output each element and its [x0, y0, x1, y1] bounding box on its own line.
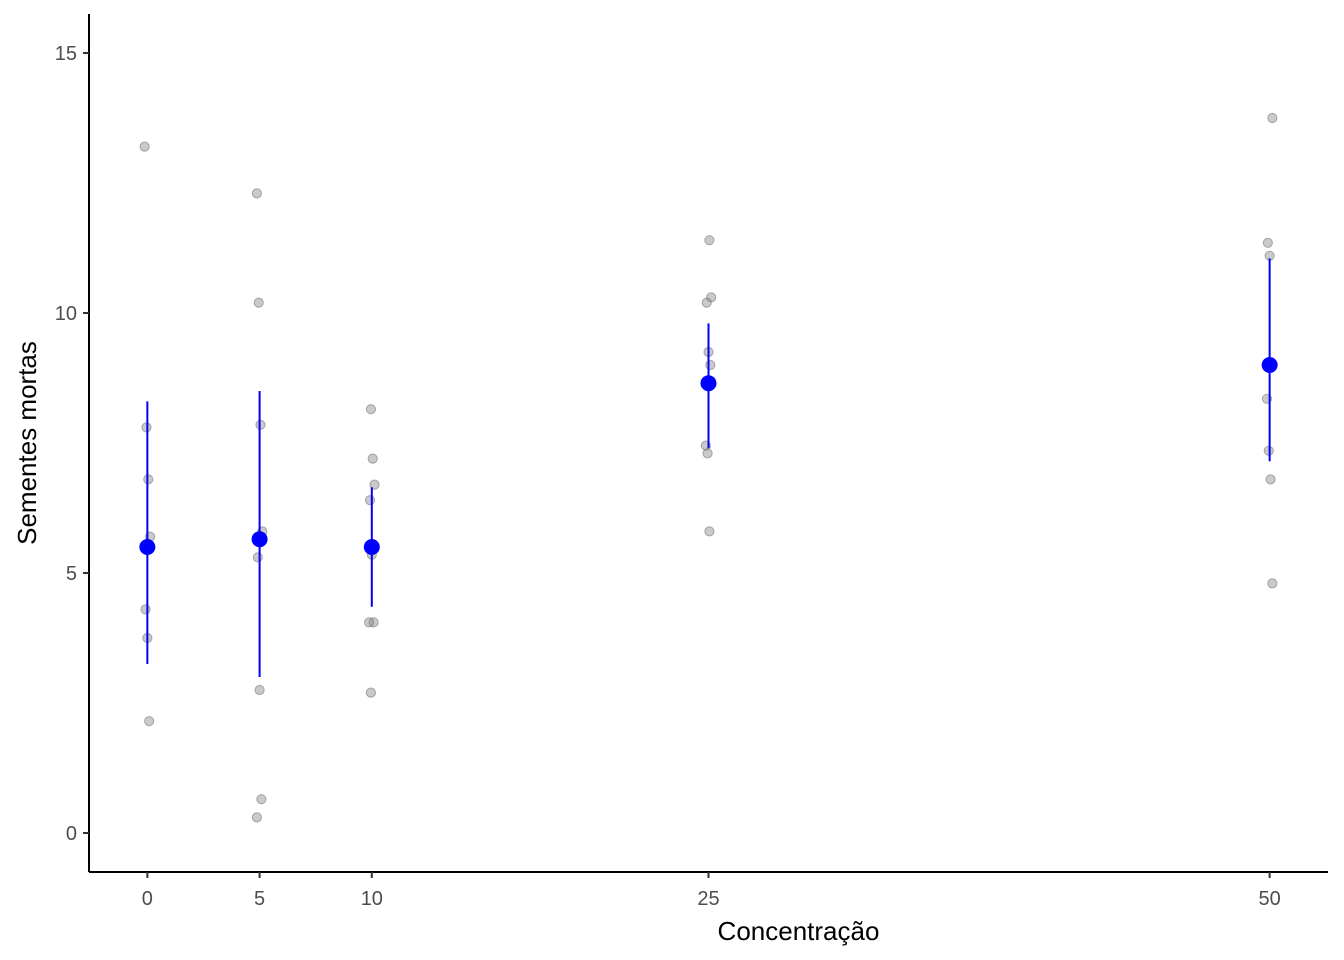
raw-point — [1265, 474, 1276, 485]
raw-point — [367, 453, 378, 464]
raw-point — [144, 716, 155, 727]
raw-point — [251, 188, 262, 199]
raw-point — [252, 552, 263, 563]
means-layer — [139, 357, 1278, 555]
mean-point — [139, 539, 156, 555]
raw-point — [365, 404, 377, 415]
x-axis-title: Concentração — [718, 916, 880, 946]
y-tick-label: 15 — [55, 43, 77, 65]
x-tick-label: 50 — [1259, 888, 1281, 910]
raw-point — [705, 359, 716, 371]
x-axis-ticks: 0 5 10 25 50 — [142, 872, 1281, 910]
raw-point — [140, 604, 151, 615]
plot-panel — [139, 112, 1278, 823]
raw-point — [704, 235, 715, 246]
x-tick-label: 0 — [142, 888, 153, 910]
mean-point — [700, 375, 717, 392]
mean-point — [251, 531, 268, 548]
raw-point — [368, 617, 379, 628]
y-axis-title: Sementes mortas — [12, 341, 42, 545]
raw-point — [702, 448, 713, 459]
raw-point — [251, 812, 262, 823]
raw-points-layer — [139, 112, 1278, 823]
raw-point — [1267, 578, 1278, 589]
raw-point — [253, 297, 264, 308]
mean-point — [363, 539, 380, 555]
raw-point — [256, 794, 267, 805]
raw-point — [364, 617, 375, 628]
raw-point — [254, 684, 265, 696]
raw-point — [704, 526, 715, 537]
raw-point — [369, 479, 380, 490]
x-tick-label: 5 — [254, 888, 265, 910]
raw-point — [706, 292, 717, 303]
raw-point — [365, 687, 377, 698]
x-tick-label: 10 — [361, 888, 383, 910]
raw-point — [1267, 112, 1278, 124]
raw-point — [139, 141, 150, 152]
x-tick-label: 25 — [697, 888, 719, 910]
raw-point — [1262, 237, 1273, 248]
error-bars-layer — [146, 258, 1271, 677]
mean-point — [1261, 357, 1278, 373]
y-tick-label: 0 — [66, 823, 77, 845]
y-tick-label: 5 — [66, 563, 77, 585]
raw-point — [364, 495, 376, 506]
y-axis-ticks: 0 5 10 15 — [55, 43, 89, 845]
raw-point — [701, 297, 712, 308]
y-tick-label: 10 — [55, 303, 77, 325]
